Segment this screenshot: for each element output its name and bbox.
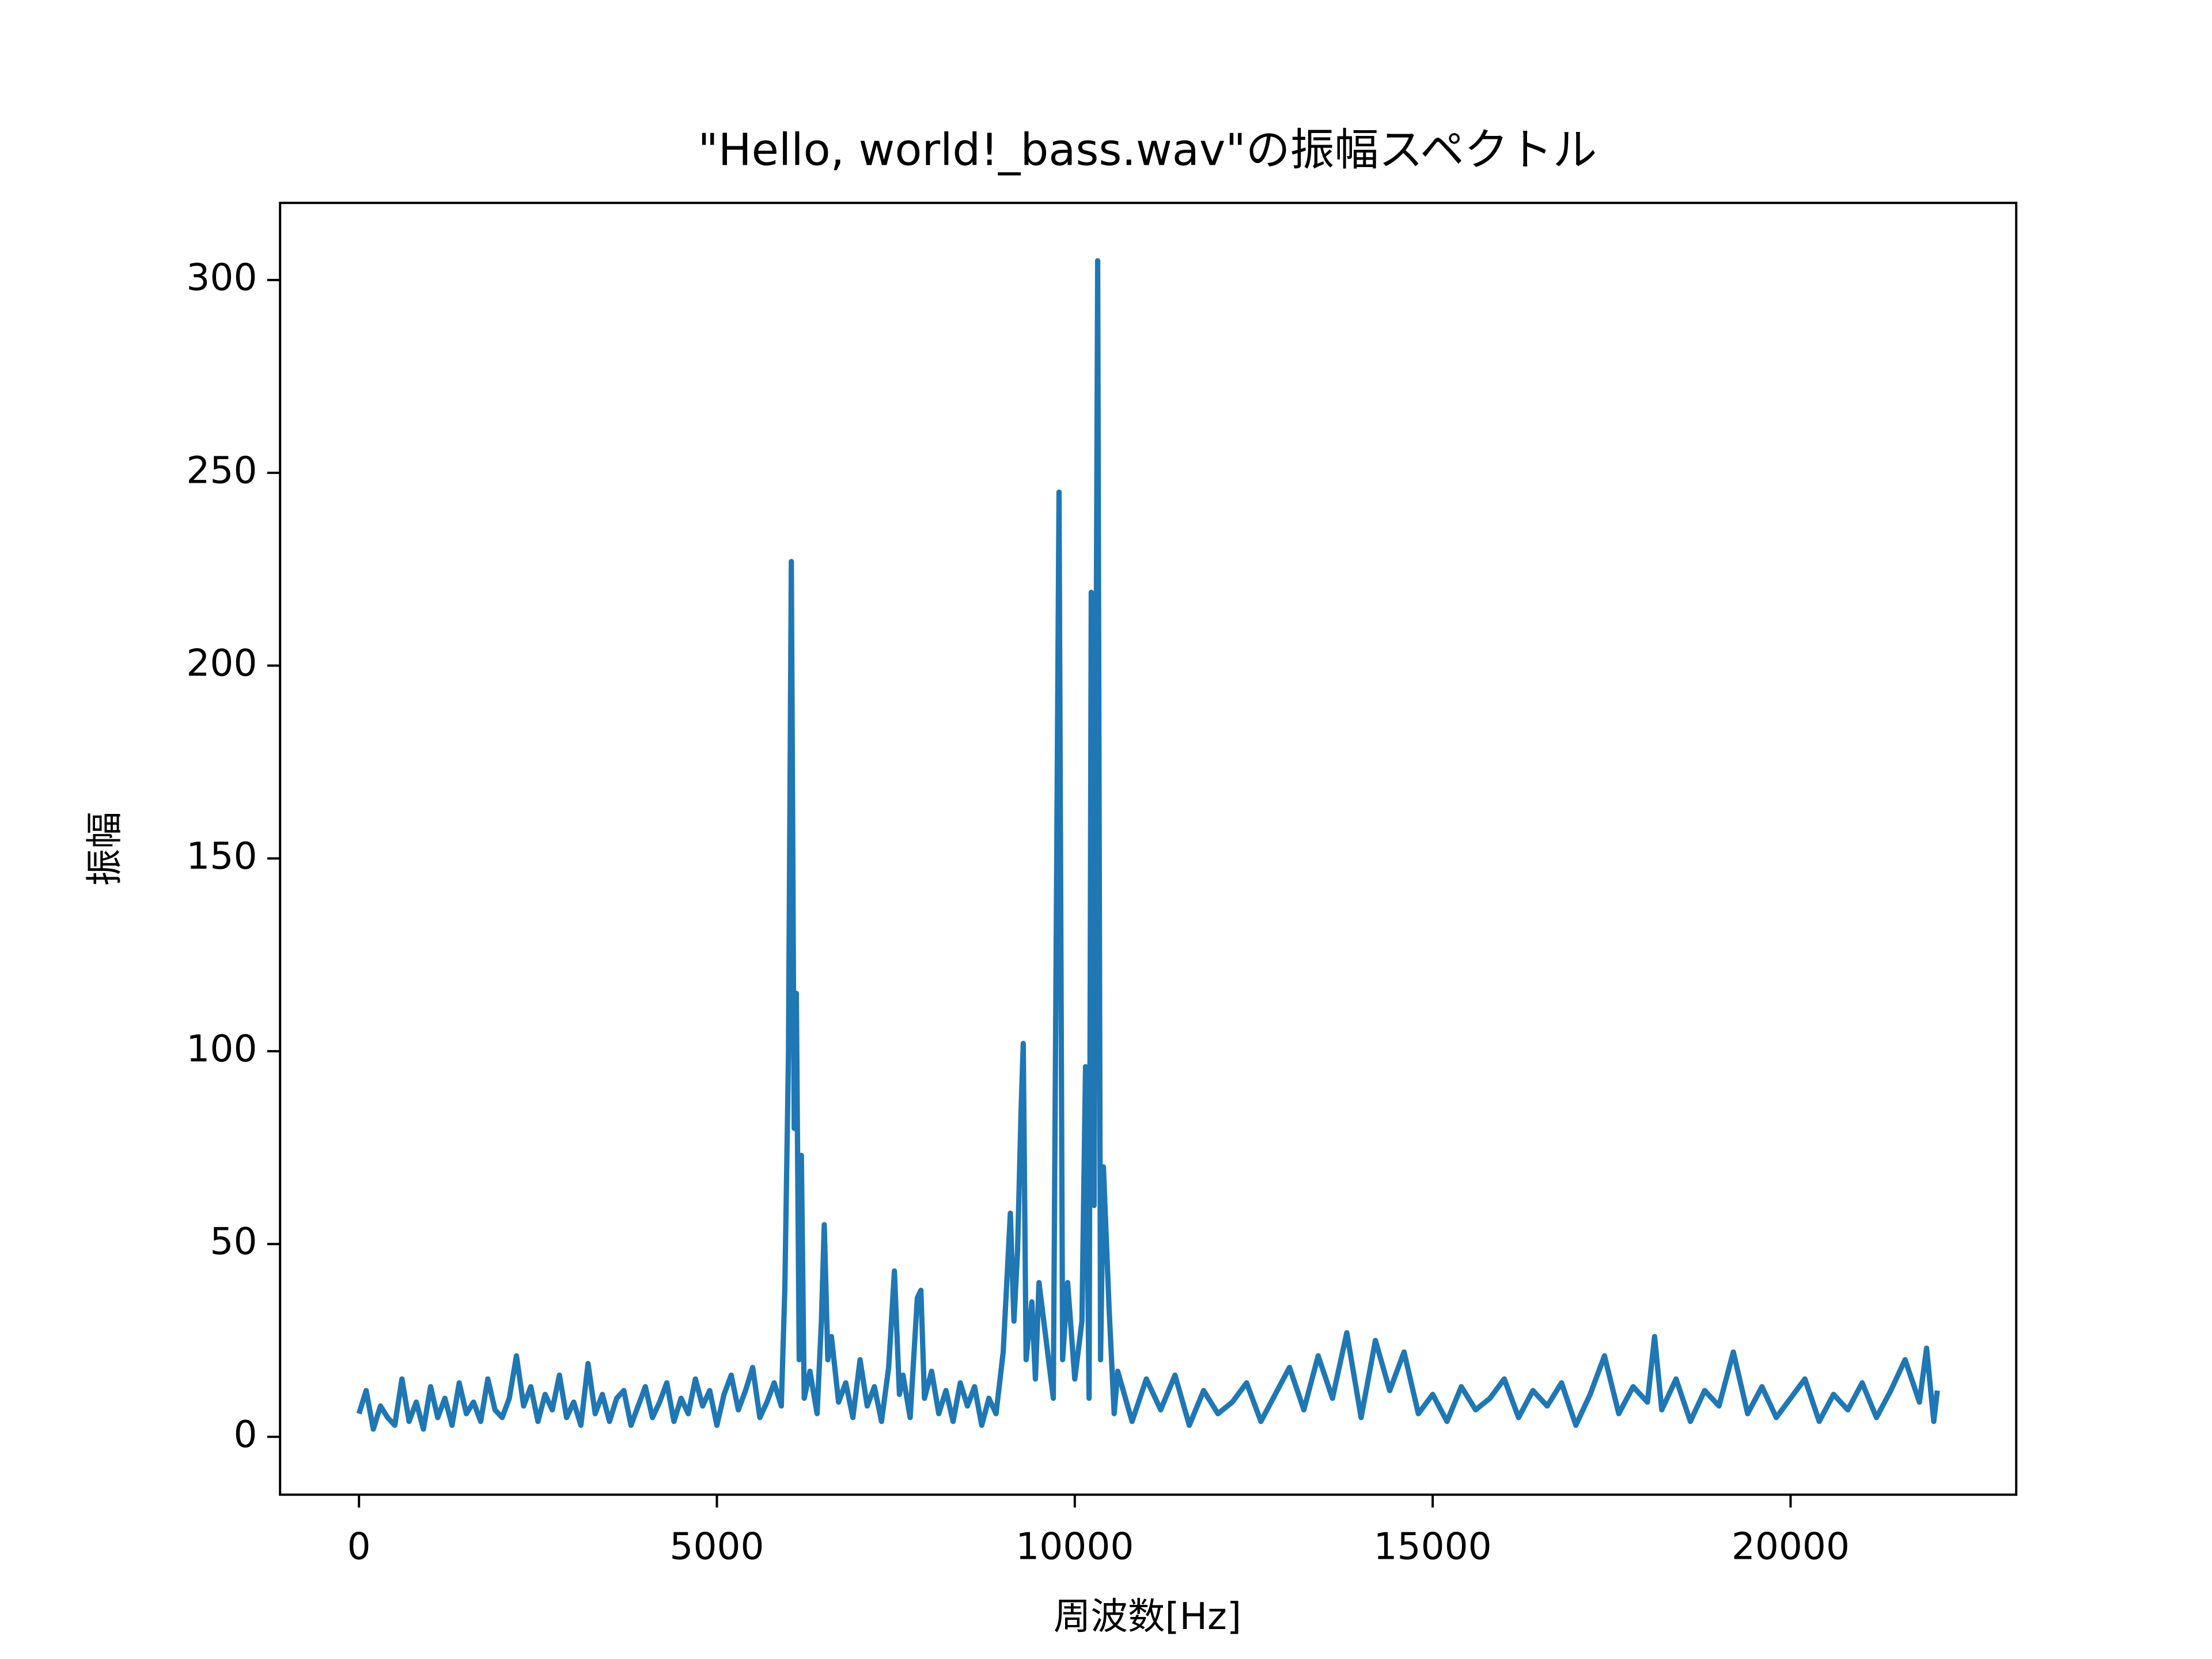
plot-frame — [279, 202, 2018, 1496]
x-tick-label: 20000 — [1732, 1525, 1850, 1569]
chart-title: "Hello, world!_bass.wav"の振幅スペクトル — [698, 124, 1597, 176]
y-tick-label: 150 — [186, 835, 257, 878]
x-axis-label: 周波数[Hz] — [1054, 1595, 1241, 1638]
x-tick-label: 0 — [347, 1525, 371, 1569]
spectrum-line — [356, 258, 1940, 1432]
y-tick-label: 50 — [210, 1220, 257, 1263]
x-tick-label: 15000 — [1374, 1525, 1492, 1569]
x-tick-label: 10000 — [1016, 1525, 1134, 1569]
y-tick-label: 100 — [186, 1027, 257, 1070]
y-tick-label: 200 — [186, 642, 257, 685]
x-tick-label: 5000 — [669, 1525, 764, 1569]
y-tick-label: 300 — [186, 256, 257, 300]
y-tick-label: 0 — [233, 1413, 257, 1456]
y-axis-label: 振幅 — [84, 812, 127, 886]
y-tick-label: 250 — [186, 449, 257, 492]
